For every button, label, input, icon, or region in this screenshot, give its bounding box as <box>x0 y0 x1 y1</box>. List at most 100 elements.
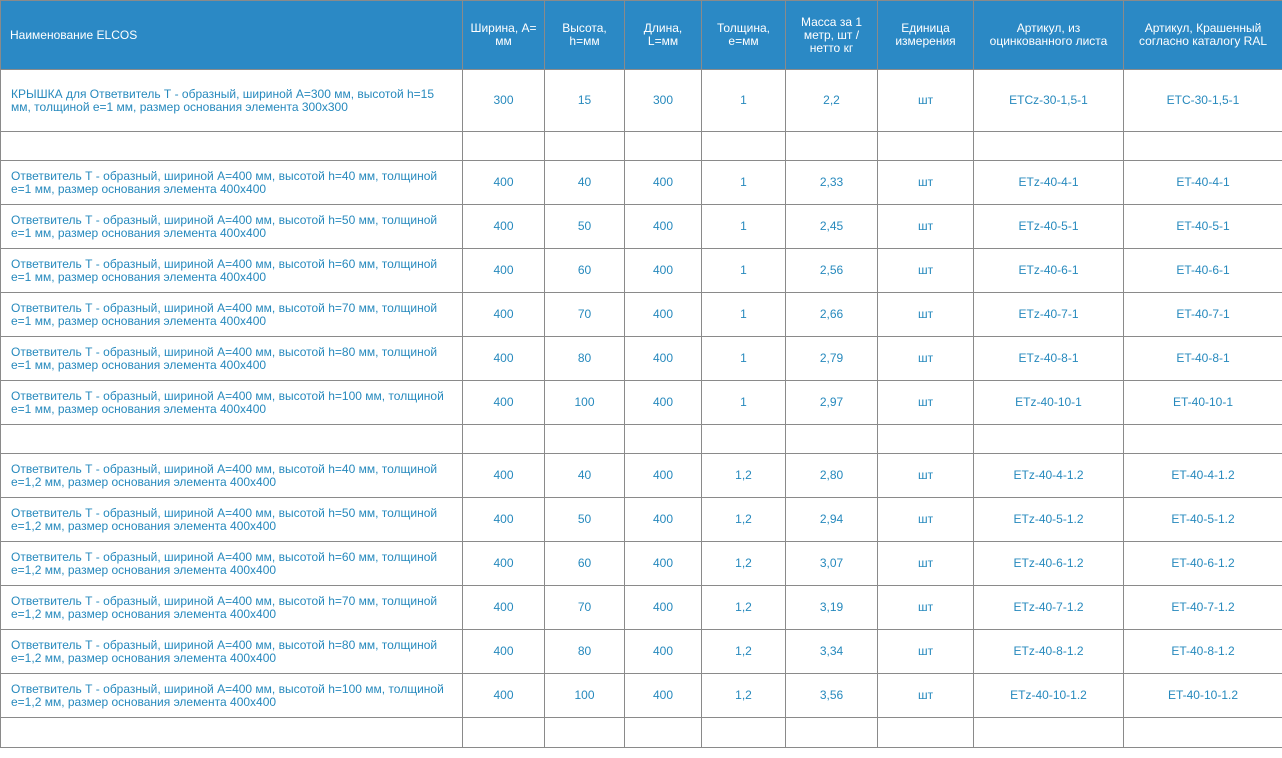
cell-height: 70 <box>544 585 625 630</box>
cell-height: 50 <box>544 497 625 542</box>
cell-sku-galvanized: ETz-40-4-1.2 <box>973 453 1124 498</box>
column-header-name: Наименование ELCOS <box>0 0 463 70</box>
cell-length: 400 <box>624 248 702 293</box>
cell-sku-ral: ET-40-5-1.2 <box>1123 497 1282 542</box>
cell-width: 400 <box>462 453 545 498</box>
cell-sku-ral: ET-40-10-1.2 <box>1123 673 1282 718</box>
cell-thickness: 1 <box>701 336 786 381</box>
cell-height: 60 <box>544 541 625 586</box>
cell-width: 400 <box>462 585 545 630</box>
cell-mass: 2,94 <box>785 497 878 542</box>
empty-cell <box>973 717 1124 748</box>
cell-thickness: 1 <box>701 69 786 132</box>
cell-thickness: 1 <box>701 204 786 249</box>
cell-length: 400 <box>624 585 702 630</box>
cell-mass: 3,34 <box>785 629 878 674</box>
cell-mass: 2,97 <box>785 380 878 425</box>
cell-sku-ral: ET-40-7-1 <box>1123 292 1282 337</box>
cell-width: 400 <box>462 204 545 249</box>
cell-unit: шт <box>877 497 974 542</box>
table-row: Ответвитель Т - образный, шириной А=400 … <box>0 497 1282 542</box>
cell-height: 50 <box>544 204 625 249</box>
cell-thickness: 1 <box>701 160 786 205</box>
cell-sku-galvanized: ETz-40-6-1 <box>973 248 1124 293</box>
empty-cell <box>624 424 702 454</box>
cell-unit: шт <box>877 292 974 337</box>
table-row: Ответвитель Т - образный, шириной А=400 … <box>0 336 1282 381</box>
cell-length: 400 <box>624 541 702 586</box>
cell-name: Ответвитель Т - образный, шириной А=400 … <box>0 336 463 381</box>
cell-name: Ответвитель Т - образный, шириной А=400 … <box>0 453 463 498</box>
table-row: Ответвитель Т - образный, шириной А=400 … <box>0 629 1282 674</box>
empty-cell <box>1123 131 1282 161</box>
cell-name: Ответвитель Т - образный, шириной А=400 … <box>0 497 463 542</box>
cell-thickness: 1,2 <box>701 453 786 498</box>
cell-sku-galvanized: ETz-40-8-1 <box>973 336 1124 381</box>
cell-width: 400 <box>462 248 545 293</box>
cell-mass: 2,79 <box>785 336 878 381</box>
cell-thickness: 1,2 <box>701 497 786 542</box>
cell-name: Ответвитель Т - образный, шириной А=400 … <box>0 160 463 205</box>
table-row: Ответвитель Т - образный, шириной А=400 … <box>0 541 1282 586</box>
cell-mass: 2,56 <box>785 248 878 293</box>
column-header-unit: Единица измерения <box>877 0 974 70</box>
table-row: Ответвитель Т - образный, шириной А=400 … <box>0 380 1282 425</box>
cell-width: 400 <box>462 673 545 718</box>
cell-mass: 2,80 <box>785 453 878 498</box>
cell-length: 400 <box>624 292 702 337</box>
empty-cell <box>877 424 974 454</box>
cell-unit: шт <box>877 69 974 132</box>
cell-unit: шт <box>877 629 974 674</box>
column-header-sku-ral: Артикул, Крашенный согласно каталогу RAL <box>1123 0 1282 70</box>
cell-length: 400 <box>624 380 702 425</box>
cell-length: 400 <box>624 204 702 249</box>
cell-thickness: 1 <box>701 292 786 337</box>
cell-width: 400 <box>462 629 545 674</box>
cell-sku-ral: ET-40-5-1 <box>1123 204 1282 249</box>
cell-name: Ответвитель Т - образный, шириной А=400 … <box>0 673 463 718</box>
cell-name: Ответвитель Т - образный, шириной А=400 … <box>0 629 463 674</box>
table-row: Ответвитель Т - образный, шириной А=400 … <box>0 453 1282 498</box>
empty-cell <box>462 131 545 161</box>
cell-thickness: 1,2 <box>701 585 786 630</box>
cell-unit: шт <box>877 160 974 205</box>
empty-cell <box>973 131 1124 161</box>
cell-name: Ответвитель Т - образный, шириной А=400 … <box>0 380 463 425</box>
table-row: Ответвитель Т - образный, шириной А=400 … <box>0 204 1282 249</box>
spacer-row <box>0 424 1282 454</box>
empty-cell <box>624 717 702 748</box>
cell-mass: 2,33 <box>785 160 878 205</box>
column-header-thickness: Толщина, е=мм <box>701 0 786 70</box>
column-header-height: Высота, h=мм <box>544 0 625 70</box>
table-row: Ответвитель Т - образный, шириной А=400 … <box>0 673 1282 718</box>
cell-height: 40 <box>544 160 625 205</box>
table-row: Ответвитель Т - образный, шириной А=400 … <box>0 292 1282 337</box>
cell-sku-ral: ETC-30-1,5-1 <box>1123 69 1282 132</box>
cell-sku-ral: ET-40-7-1.2 <box>1123 585 1282 630</box>
table-row: КРЫШКА для Ответвитель Т - образный, шир… <box>0 69 1282 132</box>
cell-height: 100 <box>544 673 625 718</box>
cell-mass: 2,66 <box>785 292 878 337</box>
cell-thickness: 1 <box>701 380 786 425</box>
cell-sku-ral: ET-40-8-1.2 <box>1123 629 1282 674</box>
cell-sku-ral: ET-40-4-1 <box>1123 160 1282 205</box>
empty-cell <box>877 131 974 161</box>
cell-height: 80 <box>544 336 625 381</box>
table-row: Ответвитель Т - образный, шириной А=400 … <box>0 160 1282 205</box>
table-body: КРЫШКА для Ответвитель Т - образный, шир… <box>0 69 1282 748</box>
cell-sku-galvanized: ETz-40-10-1 <box>973 380 1124 425</box>
table-row: Ответвитель Т - образный, шириной А=400 … <box>0 248 1282 293</box>
cell-sku-ral: ET-40-10-1 <box>1123 380 1282 425</box>
cell-sku-ral: ET-40-6-1.2 <box>1123 541 1282 586</box>
spacer-row <box>0 131 1282 161</box>
cell-sku-ral: ET-40-6-1 <box>1123 248 1282 293</box>
cell-thickness: 1,2 <box>701 541 786 586</box>
table-header: Наименование ELCOS Ширина, A= мм Высота,… <box>0 0 1282 70</box>
cell-mass: 3,56 <box>785 673 878 718</box>
empty-cell <box>701 717 786 748</box>
cell-name: Ответвитель Т - образный, шириной А=400 … <box>0 292 463 337</box>
cell-name: Ответвитель Т - образный, шириной А=400 … <box>0 585 463 630</box>
cell-height: 70 <box>544 292 625 337</box>
spacer-row <box>0 717 1282 748</box>
cell-height: 60 <box>544 248 625 293</box>
